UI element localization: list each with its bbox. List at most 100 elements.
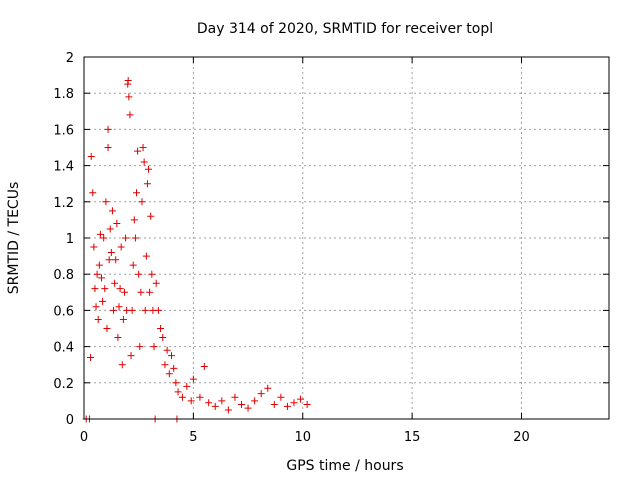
data-point <box>115 303 123 311</box>
y-tick-label: 0.8 <box>53 268 74 283</box>
data-point <box>87 153 95 161</box>
data-point <box>277 393 285 401</box>
data-point <box>283 402 291 410</box>
data-point <box>92 303 100 311</box>
data-point <box>113 220 121 228</box>
y-tick-label: 1.4 <box>53 160 74 175</box>
data-point <box>146 288 154 296</box>
y-tick-label: 1 <box>66 232 74 247</box>
data-point <box>170 364 178 372</box>
data-point <box>200 363 208 371</box>
y-tick-label: 2 <box>66 51 74 66</box>
data-point <box>122 234 130 242</box>
data-point <box>231 393 239 401</box>
x-tick-label: 20 <box>513 430 530 445</box>
data-point <box>105 256 113 264</box>
grid-lines <box>84 57 609 419</box>
data-point <box>87 353 95 361</box>
data-point <box>138 198 146 206</box>
plot-frame <box>83 56 610 420</box>
data-point <box>189 375 197 383</box>
data-point <box>147 212 155 220</box>
data-point <box>131 234 139 242</box>
y-tick-label: 1.8 <box>53 87 74 102</box>
data-point <box>143 180 151 188</box>
data-point <box>104 125 112 133</box>
data-point <box>218 397 226 405</box>
data-point <box>139 144 147 151</box>
data-point <box>196 393 204 401</box>
data-point <box>125 93 133 101</box>
data-point <box>104 144 112 151</box>
data-point <box>137 288 145 296</box>
x-tick-label: 0 <box>80 430 88 445</box>
data-point <box>112 256 120 264</box>
data-point <box>103 325 111 332</box>
data-point <box>172 379 180 387</box>
data-point <box>150 343 158 351</box>
data-point <box>251 397 259 405</box>
data-point <box>290 399 298 407</box>
data-point <box>119 315 127 323</box>
x-tick-label: 10 <box>294 430 311 445</box>
data-point <box>168 352 175 360</box>
data-point <box>100 234 108 242</box>
data-point <box>174 388 182 396</box>
data-point <box>187 397 195 405</box>
data-point <box>130 216 138 224</box>
data-point <box>133 189 140 197</box>
data-point <box>238 401 245 409</box>
data-point <box>163 346 171 354</box>
data-point <box>270 401 278 409</box>
data-point <box>111 279 119 287</box>
data-point <box>126 111 134 119</box>
data-point <box>93 270 101 278</box>
data-point <box>128 306 136 314</box>
x-tick-label: 5 <box>189 430 197 445</box>
data-point <box>118 361 126 369</box>
data-point <box>148 270 156 278</box>
y-tick-label: 0.4 <box>53 341 74 356</box>
data-point <box>89 189 97 197</box>
y-tick-label: 1.2 <box>53 196 74 211</box>
data-point <box>90 243 98 251</box>
data-point <box>129 261 137 269</box>
data-point <box>154 306 162 314</box>
data-point <box>94 315 102 323</box>
axis-ticks: 0 5 10 15 20 0 0.2 0.4 0.6 0.8 1 1.2 1.4 1.6 1.8 2 <box>53 51 609 445</box>
y-tick-label: 0 <box>66 413 74 428</box>
data-point <box>91 285 99 293</box>
data-point <box>157 325 165 332</box>
data-point <box>161 361 169 369</box>
x-axis-label: GPS time / hours <box>286 458 403 474</box>
data-point <box>116 285 124 293</box>
data-point <box>106 225 114 233</box>
data-point <box>142 252 150 260</box>
data-point <box>205 399 213 407</box>
data-point <box>127 352 135 360</box>
data-point <box>297 395 305 403</box>
data-point <box>159 334 167 342</box>
data-point <box>110 306 118 314</box>
data-point <box>102 198 110 206</box>
data-point <box>257 390 265 398</box>
x-tick-label: 15 <box>404 430 421 445</box>
data-point <box>303 401 311 409</box>
data-point <box>96 230 104 238</box>
data-point <box>224 406 232 414</box>
data-point <box>135 270 143 278</box>
data-point <box>141 306 149 314</box>
data-point <box>95 261 103 269</box>
data-point <box>152 279 160 287</box>
y-tick-label: 1.6 <box>53 123 74 138</box>
data-point <box>108 207 116 215</box>
y-tick-label: 0.2 <box>53 377 74 392</box>
data-point <box>124 77 132 85</box>
data-point <box>114 334 122 342</box>
data-point <box>134 147 142 155</box>
data-point <box>264 384 272 392</box>
data-point <box>211 402 219 410</box>
data-point <box>107 248 115 256</box>
y-axis-label: SRMTID / TECUs <box>6 182 22 295</box>
